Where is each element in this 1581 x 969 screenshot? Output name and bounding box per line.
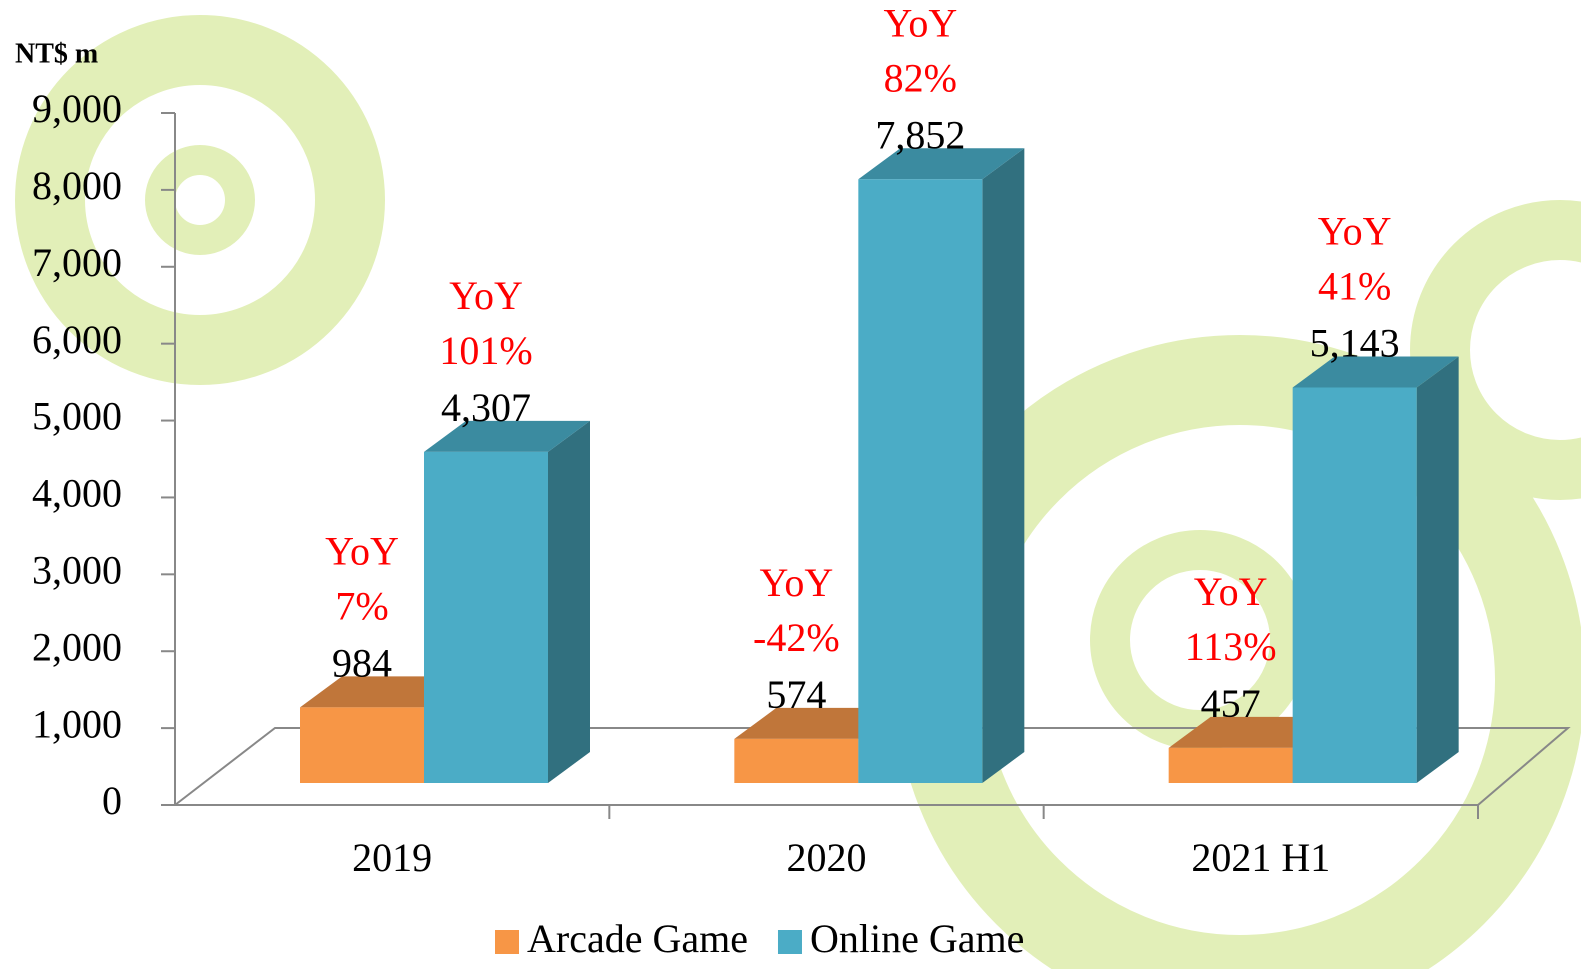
x-tick-label: 2020: [787, 835, 867, 880]
bar-side: [982, 148, 1024, 783]
bar: [1293, 357, 1459, 783]
yoy-value: -42%: [753, 615, 840, 660]
legend-swatch: [778, 930, 802, 954]
chart: NT$ m 0 1,000 2,000 3,000 4,000 5,000 6,000 7,0…: [0, 0, 1581, 969]
legend-label: Arcade Game: [527, 916, 748, 961]
bar-front: [734, 739, 858, 783]
yoy-value: 82%: [884, 55, 957, 100]
yoy-label: YoY: [759, 560, 833, 605]
yoy-value: 101%: [439, 328, 532, 373]
yoy-value: 113%: [1185, 624, 1277, 669]
value-label: 7,852: [875, 112, 965, 157]
y-tick-label: 2,000: [32, 624, 122, 669]
x-tick-label: 2019: [352, 835, 432, 880]
bar-front: [424, 452, 548, 783]
yoy-label: YoY: [1318, 209, 1392, 254]
value-label: 457: [1201, 681, 1261, 726]
y-tick-label: 1,000: [32, 701, 122, 746]
yoy-label: YoY: [325, 529, 399, 574]
y-tick-label: 4,000: [32, 471, 122, 516]
bar-front: [858, 179, 982, 783]
yoy-label: YoY: [883, 0, 957, 45]
y-tick-label: 0: [102, 778, 122, 823]
x-tick-label: 2021 H1: [1191, 835, 1330, 880]
yoy-value: 41%: [1318, 264, 1391, 309]
y-tick-label: 5,000: [32, 394, 122, 439]
value-label: 984: [332, 641, 392, 686]
y-tick-label: 6,000: [32, 317, 122, 362]
legend-label: Online Game: [810, 916, 1024, 961]
bar-side: [1417, 357, 1459, 783]
bar: [424, 421, 590, 783]
y-tick-label: 9,000: [32, 86, 122, 131]
bar-front: [1293, 388, 1417, 783]
value-label: 5,143: [1310, 321, 1400, 366]
y-tick-label: 3,000: [32, 548, 122, 593]
value-label: 574: [766, 672, 826, 717]
bar: [858, 148, 1024, 783]
y-tick-label: 7,000: [32, 240, 122, 285]
yoy-label: YoY: [1194, 569, 1268, 614]
y-tick-label: 8,000: [32, 163, 122, 208]
y-unit-label: NT$ m: [15, 38, 98, 69]
value-label: 4,307: [441, 385, 531, 430]
yoy-label: YoY: [449, 273, 523, 318]
bar-side: [548, 421, 590, 783]
bar-front: [300, 707, 424, 783]
yoy-value: 7%: [335, 584, 388, 629]
bar-front: [1169, 748, 1293, 783]
legend-swatch: [495, 930, 519, 954]
